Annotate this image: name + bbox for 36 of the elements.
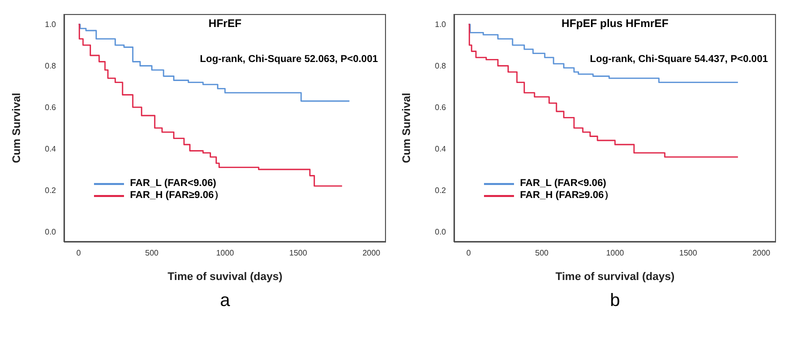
y-tick-label: 1.0 xyxy=(44,20,57,30)
legend-label: FAR_L (FAR<9.06) xyxy=(520,178,606,190)
legend-label: FAR_L (FAR<9.06) xyxy=(130,178,216,190)
y-tick-label: 0.6 xyxy=(434,103,447,112)
annotation: Log-rank, Chi-Square 52.063, P<0.001 xyxy=(200,54,378,65)
x-tick-label: 0 xyxy=(466,248,472,258)
y-tick-label: 0.4 xyxy=(44,144,57,154)
chart-title: HFrEF xyxy=(208,18,242,30)
y-tick-label: 0.4 xyxy=(434,144,447,154)
x-tick-label: 500 xyxy=(145,248,160,258)
y-tick-label: 1.0 xyxy=(434,20,447,30)
y-tick-label: 0.2 xyxy=(44,186,57,196)
x-tick-label: 1500 xyxy=(679,248,698,258)
y-tick-label: 0.0 xyxy=(434,227,447,236)
annotation: Log-rank, Chi-Square 54.437, P<0.001 xyxy=(590,54,768,65)
x-tick-label: 2000 xyxy=(362,248,381,258)
legend-label: FAR_H (FAR≥9.06） xyxy=(520,190,614,202)
legend-label: FAR_H (FAR≥9.06） xyxy=(130,190,224,202)
y-axis-title: Cum Survival xyxy=(10,92,23,164)
x-axis-title: Time of survival (days) xyxy=(555,271,675,283)
y-tick-label: 0.0 xyxy=(44,227,57,236)
x-tick-label: 1000 xyxy=(606,248,624,258)
x-tick-label: 1500 xyxy=(289,248,308,258)
x-tick-label: 0 xyxy=(76,248,82,258)
y-tick-label: 0.8 xyxy=(44,62,57,71)
y-tick-label: 0.2 xyxy=(434,186,447,196)
x-axis-title: Time of suvival (days) xyxy=(168,271,283,283)
text: a xyxy=(218,290,231,311)
y-tick-label: 0.8 xyxy=(434,62,447,71)
y-axis-title: Cum Survival xyxy=(400,92,413,164)
x-tick-label: 500 xyxy=(535,248,550,258)
chart-title: HFpEF plus HFmrEF xyxy=(560,18,670,30)
x-tick-label: 2000 xyxy=(752,248,771,258)
y-tick-label: 0.6 xyxy=(44,103,57,112)
x-tick-label: 1000 xyxy=(216,248,234,258)
text: b xyxy=(608,290,621,311)
